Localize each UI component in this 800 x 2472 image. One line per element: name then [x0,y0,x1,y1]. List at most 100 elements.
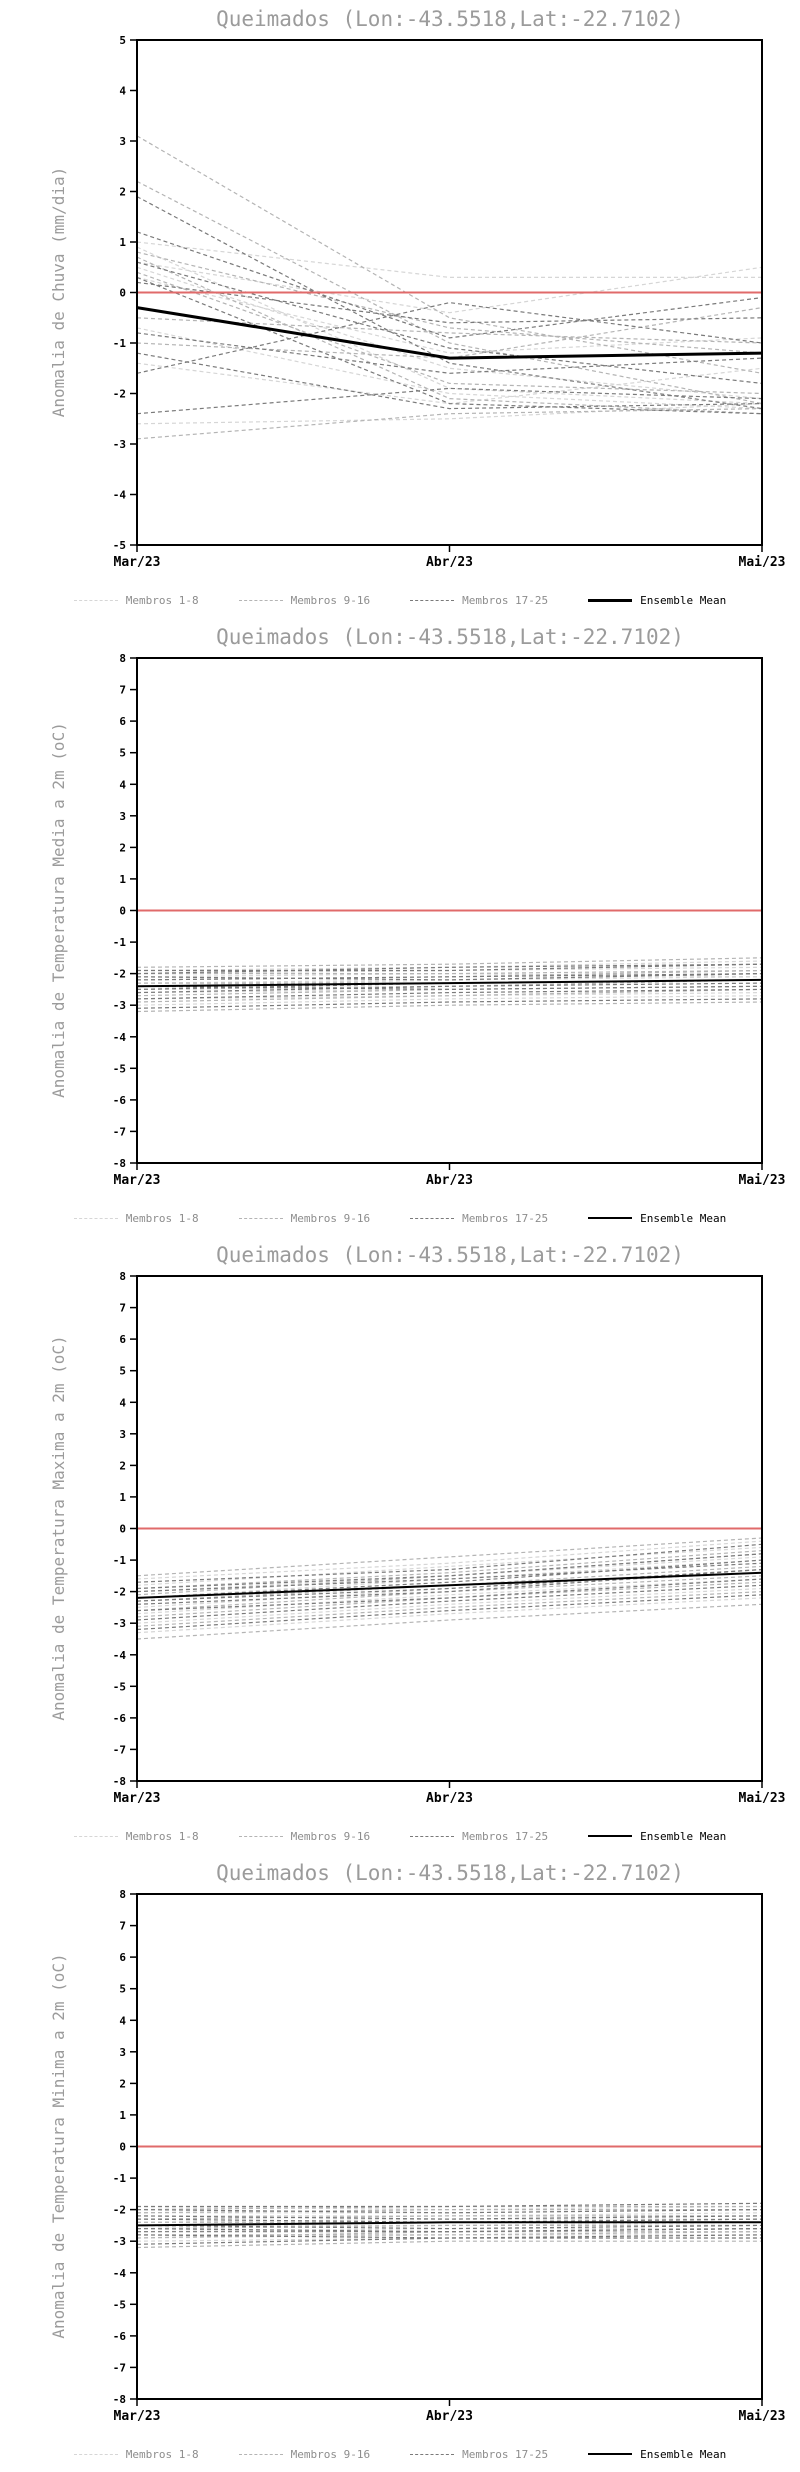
member-line [136,973,763,981]
y-tick-label: 5 [119,747,126,760]
legend-item-members-17-25: Membros 17-25 [410,2448,548,2461]
member-line [136,135,763,374]
member-line [136,982,763,994]
member-line [136,2240,762,2249]
y-tick-label: -3 [113,438,126,451]
member-line [136,276,763,354]
member-line [136,988,763,1003]
y-tick-label: -1 [113,1554,127,1567]
member-line [136,1572,763,1608]
y-tick-label: 4 [119,2014,126,2027]
legend-label: Ensemble Mean [640,593,727,607]
y-tick-label: 2 [119,1459,126,1472]
legend-label: Ensemble Mean [640,1829,727,1843]
x-tick-label: Mai/23 [739,2409,786,2424]
y-tick-label: -6 [113,1712,127,1725]
y-axis-label: Anomalia de Temperatura Maxima a 2m (oC) [49,1335,68,1720]
member-line [136,979,763,990]
x-tick-label: Mar/23 [114,2409,161,2424]
legend-line-members-9-16-icon [238,2453,283,2455]
member-line [136,976,763,987]
member-line [136,1581,763,1618]
member-line [136,1550,763,1590]
member-line [136,1603,763,1640]
plot-canvas-temp-minima: Queimados (Lon:-43.5518,Lat:-22.7102) An… [49,1861,786,2424]
y-tick-label: 2 [119,841,126,854]
y-tick-label: -6 [113,1094,127,1107]
legend-label: Membros 17-25 [462,1829,549,1843]
y-tick-label: -5 [113,1062,126,1075]
legend-item-members-1-8: Membros 1-8 [73,1829,199,1843]
y-tick-label: -3 [113,999,126,1012]
y-tick-label: 0 [119,1523,126,1536]
member-line [136,403,763,425]
member-line [136,1553,763,1590]
legend-label: Membros 9-16 [290,593,371,607]
y-tick-label: -1 [113,936,127,949]
y-tick-label: -4 [113,1031,127,1044]
chart-panel-temp-minima: Queimados (Lon:-43.5518,Lat:-22.7102) An… [0,1854,800,2472]
chart-panel-rain: Queimados (Lon:-43.5518,Lat:-22.7102) An… [0,0,800,618]
member-line [136,988,763,1000]
y-tick-label: 1 [119,873,126,886]
y-axis-label: Anomalia de Temperatura Media a 2m (oC) [49,722,68,1098]
member-line [136,960,763,972]
plot-canvas-temp-maxima: Queimados (Lon:-43.5518,Lat:-22.7102) An… [49,1243,785,1806]
member-line [136,985,763,991]
y-tick-label: 6 [119,715,126,728]
member-line [136,2205,763,2211]
legend-line-members-1-8-icon [73,1835,118,1837]
y-tick-label: 1 [119,236,126,249]
member-line [136,1565,763,1602]
y-tick-label: 3 [119,810,126,823]
member-line [136,1562,763,1593]
y-tick-label: -7 [113,1743,126,1756]
member-line [136,241,762,278]
y-tick-label: -5 [113,539,126,552]
legend-label: Membros 1-8 [125,593,199,607]
legend-item-ensemble-mean: Ensemble Mean [588,1830,726,1843]
legend-line-members-1-8-icon [73,599,118,601]
y-tick-label: -2 [113,1586,126,1599]
member-line [136,352,763,410]
legend-label: Membros 1-8 [125,1829,199,1843]
member-line [136,1540,763,1580]
x-tick-label: Abr/23 [426,1791,473,1806]
y-tick-label: 5 [119,34,126,47]
member-line [136,969,763,981]
member-line [136,387,763,415]
y-tick-label: 8 [119,652,126,665]
member-line [136,1584,763,1621]
member-line [136,231,763,339]
member-line [136,281,763,324]
legend-item-members-1-8: Membros 1-8 [73,593,199,607]
plot-frame [136,657,763,1164]
member-line [136,966,763,975]
y-tick-label: 8 [119,1270,126,1283]
y-tick-label: -7 [113,2361,126,2374]
member-line [137,2202,763,2208]
y-tick-label: 4 [119,1396,126,1409]
member-line [136,2234,763,2239]
member-line [136,1578,763,1615]
member-line [136,2209,762,2214]
member-line [137,2212,763,2217]
member-line [136,1587,763,1624]
x-tick-label: Mar/23 [114,1791,161,1806]
y-tick-label: -2 [113,388,126,401]
legend-label: Membros 17-25 [462,2447,549,2461]
member-line [136,1546,763,1586]
y-tick-label: -4 [113,2267,127,2280]
y-tick-label: 2 [119,186,126,199]
y-tick-label: 6 [119,1951,126,1964]
legend-label: Membros 9-16 [290,1829,371,1843]
y-tick-label: 4 [119,85,126,98]
x-tick-label: Mar/23 [114,1173,161,1188]
member-line [137,2221,763,2226]
y-tick-label: 1 [119,1491,126,1504]
y-tick-label: 7 [119,1302,126,1315]
member-line [136,332,763,374]
legend-item-ensemble-mean: Ensemble Mean [588,594,726,607]
member-line [136,271,763,395]
member-line [136,1594,763,1631]
